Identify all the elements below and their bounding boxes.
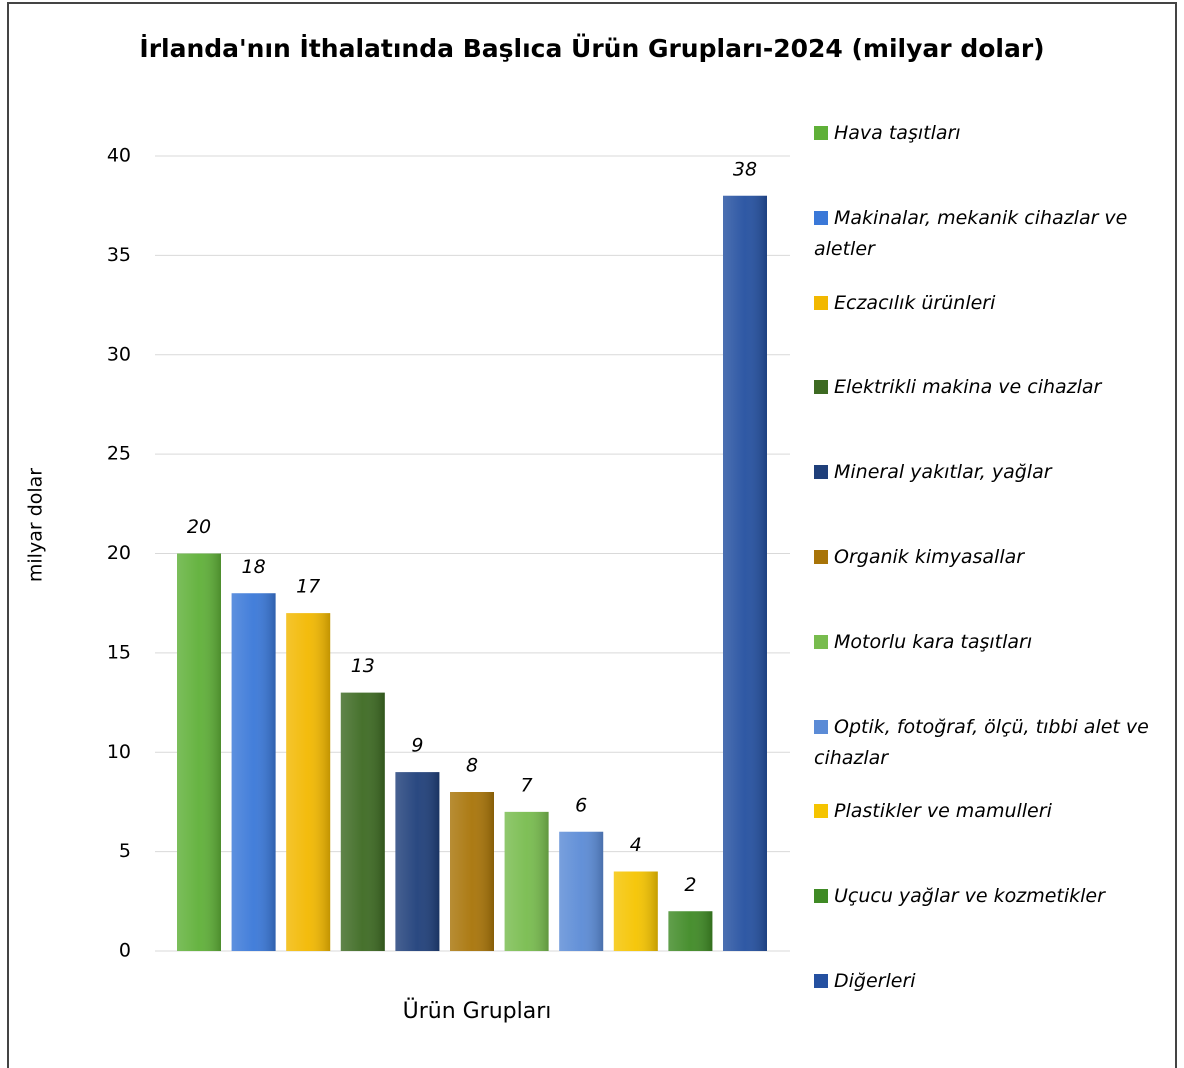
legend-swatch [814, 126, 828, 140]
y-tick-label: 15 [107, 641, 131, 663]
y-tick-label: 40 [107, 145, 131, 167]
legend-item: Motorlu kara taşıtları [814, 627, 1174, 658]
x-axis-label: Ürün Grupları [403, 998, 552, 1024]
data-label: 6 [575, 794, 587, 816]
legend-item: Hava taşıtları [814, 118, 1174, 149]
legend-item: Optik, fotoğraf, ölçü, tıbbi alet ve cih… [814, 712, 1174, 774]
bar-shade [395, 772, 440, 951]
legend-swatch [814, 465, 828, 480]
data-label: 9 [411, 735, 423, 757]
y-tick-label: 30 [107, 343, 131, 365]
bar-shade [286, 613, 331, 951]
bar-shade [340, 692, 385, 951]
data-label: 17 [296, 576, 320, 598]
legend-item: Makinalar, mekanik cihazlar ve aletler [814, 203, 1174, 265]
y-tick-label: 10 [107, 741, 131, 763]
legend-label: Plastikler ve mamulleri [834, 800, 1052, 823]
legend-swatch [814, 295, 828, 310]
bar-shade [668, 911, 713, 951]
bar-shade [504, 811, 549, 951]
legend-swatch [814, 804, 828, 819]
y-tick-label: 20 [107, 542, 131, 564]
legend-swatch [814, 210, 828, 225]
legend-swatch [814, 889, 828, 904]
bar-shade [177, 553, 221, 951]
y-tick-label: 35 [107, 244, 131, 266]
data-label: 20 [187, 516, 211, 538]
legend-swatch [814, 380, 828, 395]
chart-title: İrlanda'nın İthalatında Başlıca Ürün Gru… [139, 33, 1044, 63]
data-label: 4 [630, 834, 642, 856]
legend-label: Makinalar, mekanik cihazlar ve aletler [814, 206, 1128, 260]
data-label: 7 [521, 774, 533, 796]
legend-label: Motorlu kara taşıtları [834, 630, 1033, 653]
legend-label: Organik kimyasallar [834, 546, 1025, 568]
data-label: 13 [351, 655, 375, 677]
legend-item: Elektrikli makina ve cihazlar [814, 372, 1174, 403]
data-label: 8 [466, 755, 478, 777]
y-tick-label: 5 [119, 840, 131, 862]
bar-shade [231, 593, 276, 951]
legend-item: Uçucu yağlar ve kozmetikler [814, 881, 1174, 912]
legend-label: Eczacılık ürünleri [834, 291, 996, 314]
data-label: 38 [733, 158, 757, 180]
bar-shade [613, 871, 658, 951]
legend-label: Uçucu yağlar ve kozmetikler [834, 885, 1105, 908]
legend-item: Mineral yakıtlar, yağlar [814, 457, 1174, 488]
frame [7, 2, 1177, 1068]
bar-shade [559, 831, 604, 951]
legend-swatch [814, 634, 828, 649]
legend-label: Hava taşıtları [834, 122, 961, 144]
legend-label: Mineral yakıtlar, yağlar [834, 461, 1052, 484]
legend-swatch [814, 719, 828, 734]
legend-item: Diğerleri [814, 966, 1174, 997]
legend-item: Plastikler ve mamulleri [814, 796, 1174, 827]
bar-shade [450, 792, 494, 951]
legend-swatch [814, 550, 828, 564]
y-tick-label: 25 [107, 443, 131, 465]
legend-item: Organik kimyasallar [814, 542, 1174, 573]
legend-item: Eczacılık ürünleri [814, 288, 1174, 319]
bar-shade [723, 195, 767, 951]
data-label: 18 [242, 556, 266, 578]
legend-swatch [814, 974, 828, 988]
legend-label: Diğerleri [834, 970, 916, 992]
y-axis-label: milyar dolar [25, 468, 47, 582]
legend-label: Elektrikli makina ve cihazlar [834, 376, 1102, 399]
data-label: 2 [684, 874, 696, 896]
y-tick-label: 0 [119, 940, 131, 962]
legend-label: Optik, fotoğraf, ölçü, tıbbi alet ve cih… [814, 715, 1149, 769]
